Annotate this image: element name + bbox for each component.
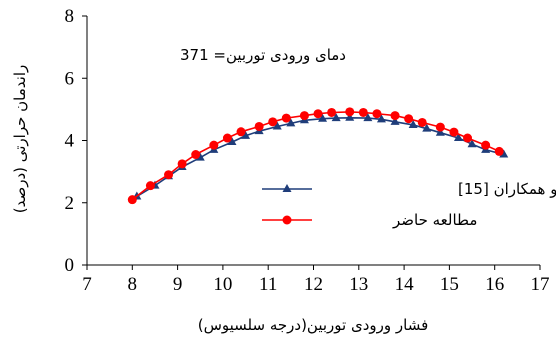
data-point xyxy=(227,137,237,146)
data-point xyxy=(268,117,278,127)
data-point xyxy=(222,133,232,143)
data-point xyxy=(236,127,246,137)
x-tick-label: 17 xyxy=(531,274,550,295)
data-point xyxy=(417,117,427,127)
x-tick-label: 12 xyxy=(304,274,323,295)
y-tick-label: 2 xyxy=(65,193,75,214)
data-point xyxy=(209,140,219,150)
data-point xyxy=(499,149,509,158)
legend-label-0: نتایج لی و همکاران [15] xyxy=(458,180,556,198)
data-point xyxy=(363,113,373,122)
data-point xyxy=(422,123,432,132)
data-point xyxy=(390,116,400,125)
y-axis-title: راندمان حرارتی (درصد) xyxy=(11,65,29,214)
y-tick-label: 0 xyxy=(65,255,75,276)
data-point xyxy=(254,121,264,131)
data-point xyxy=(435,127,445,136)
x-tick-label: 8 xyxy=(128,274,138,295)
annotation-text: دمای ورودی توربین= 371 xyxy=(180,46,346,64)
data-point xyxy=(481,140,491,150)
data-point xyxy=(408,119,418,128)
data-point xyxy=(358,107,368,117)
data-point xyxy=(327,107,337,117)
data-point xyxy=(164,170,174,180)
data-point xyxy=(299,111,309,121)
data-point xyxy=(345,112,355,121)
data-point xyxy=(331,113,341,122)
data-point xyxy=(494,146,504,156)
data-point xyxy=(463,133,473,143)
x-tick-label: 11 xyxy=(259,274,277,295)
x-tick-label: 13 xyxy=(349,274,368,295)
data-point xyxy=(467,139,477,148)
x-tick-label: 16 xyxy=(485,274,504,295)
legend-marker-0 xyxy=(282,184,292,192)
data-point xyxy=(281,113,291,123)
x-axis-title: فشار ورودی توربین(درجه سلسیوس) xyxy=(198,316,429,334)
data-point xyxy=(318,113,328,122)
data-point xyxy=(435,122,445,132)
data-point xyxy=(191,150,201,160)
data-point xyxy=(195,152,205,161)
series-1 xyxy=(127,107,504,205)
data-point xyxy=(449,127,459,137)
x-tick-label: 9 xyxy=(173,274,183,295)
legend-label-1: مطالعه حاضر xyxy=(392,211,477,229)
data-point xyxy=(453,133,463,142)
legend-item-1: مطالعه حاضر xyxy=(262,211,477,229)
legend-item-0: نتایج لی و همکاران [15] xyxy=(262,180,556,198)
x-tick-label: 10 xyxy=(213,274,232,295)
y-tick-label: 8 xyxy=(65,6,75,27)
data-point xyxy=(372,109,382,119)
data-point xyxy=(376,114,386,123)
x-tick-label: 7 xyxy=(82,274,92,295)
data-point xyxy=(127,195,137,205)
axes xyxy=(82,15,541,270)
y-tick-label: 4 xyxy=(65,131,75,152)
legend: نتایج لی و همکاران [15] مطالعه حاضر xyxy=(262,180,556,229)
data-point xyxy=(145,181,155,191)
data-point xyxy=(241,130,251,139)
data-point xyxy=(272,121,282,130)
legend-marker-1 xyxy=(282,215,292,225)
data-point xyxy=(404,114,414,124)
series-layer xyxy=(127,107,509,205)
tick-labels: 7 8 9 10 11 12 13 14 15 16 17 0 2 4 6 8 xyxy=(65,6,550,295)
data-point xyxy=(286,118,296,127)
x-tick-label: 15 xyxy=(440,274,459,295)
x-tick-label: 14 xyxy=(395,274,415,295)
data-point xyxy=(345,107,355,117)
data-point xyxy=(177,159,187,169)
data-point xyxy=(390,111,400,121)
data-point xyxy=(313,109,323,119)
y-tick-label: 6 xyxy=(65,68,75,89)
